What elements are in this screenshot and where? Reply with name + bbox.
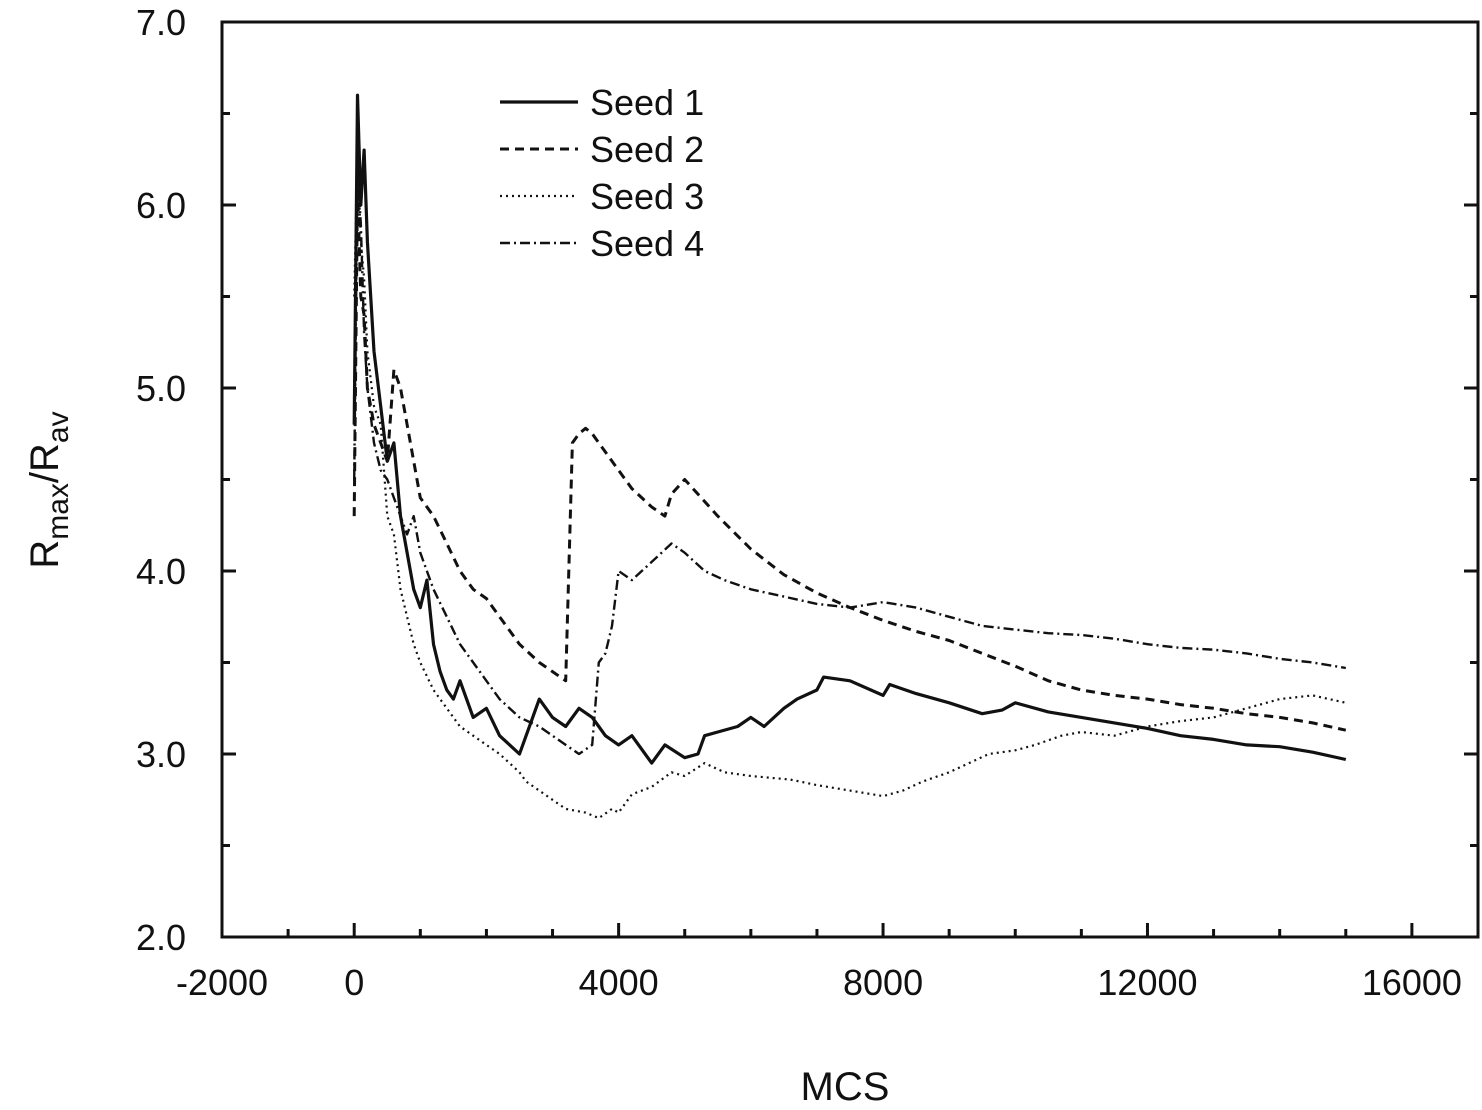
x-tick-label: 12000 — [1097, 962, 1197, 1003]
x-tick-label: 0 — [344, 962, 364, 1003]
series-layer — [352, 93, 1347, 820]
legend-label: Seed 4 — [590, 223, 704, 264]
y-tick-label: 3.0 — [136, 734, 186, 775]
series-line-seed-4 — [353, 167, 1346, 756]
x-axis: -2000 0 4000 8000 12000 16000 — [176, 923, 1462, 1003]
legend-label: Seed 1 — [590, 82, 704, 123]
legend: Seed 1 Seed 2 Seed 3 Seed 4 — [500, 82, 704, 264]
y-tick-label: 2.0 — [136, 917, 186, 958]
y-axis: 2.0 3.0 4.0 5.0 6.0 7.0 — [136, 2, 1478, 958]
plot-border — [220, 20, 1480, 939]
series-line-seed-3 — [353, 149, 1347, 820]
svg-text:Rmax/Rav: Rmax/Rav — [23, 411, 75, 568]
x-axis-title: MCS — [801, 1065, 890, 1109]
y-tick-label: 7.0 — [136, 2, 186, 43]
x-tick-label: 4000 — [579, 962, 659, 1003]
y-axis-title: Rmax/Rav — [23, 411, 75, 568]
series-line-seed-2 — [352, 185, 1347, 732]
plot-frame — [220, 20, 1480, 939]
x-tick-label: 16000 — [1362, 962, 1462, 1003]
legend-label: Seed 3 — [590, 176, 704, 217]
y-tick-label: 5.0 — [136, 368, 186, 409]
x-tick-label: -2000 — [176, 962, 268, 1003]
legend-label: Seed 2 — [590, 129, 704, 170]
series-line-seed-1 — [352, 93, 1347, 765]
y-tick-label: 6.0 — [136, 185, 186, 226]
y-tick-label: 4.0 — [136, 551, 186, 592]
x-tick-label: 8000 — [843, 962, 923, 1003]
